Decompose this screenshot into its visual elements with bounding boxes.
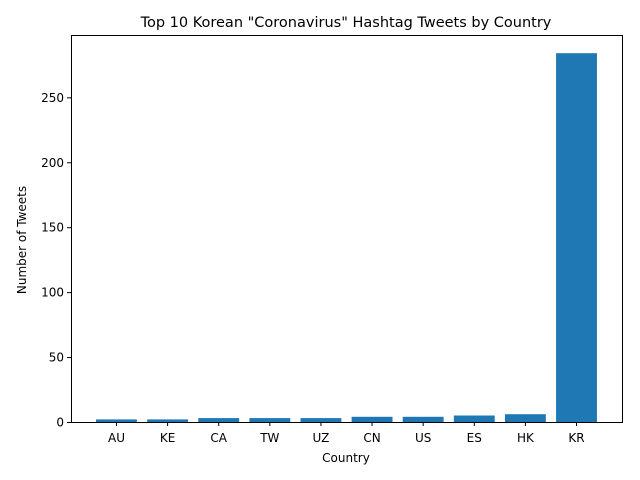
bars: [96, 53, 597, 422]
x-tick-label: TW: [259, 431, 279, 445]
bar-es: [453, 415, 495, 422]
y-axis-label: Number of Tweets: [15, 186, 29, 294]
bar-us: [402, 416, 444, 422]
bar-au: [96, 419, 137, 422]
y-tick-label: 150: [41, 221, 64, 235]
y-tick-label: 0: [56, 416, 64, 430]
x-tick-label: US: [415, 431, 431, 445]
x-tick-label: ES: [467, 431, 482, 445]
bar-uz: [300, 418, 342, 422]
bar-kr: [556, 53, 597, 422]
x-axis-label: Country: [322, 451, 370, 465]
bar-ca: [198, 418, 240, 422]
y-tick-label: 250: [41, 91, 64, 105]
x-tick-label: HK: [517, 431, 535, 445]
bar-hk: [504, 414, 546, 422]
x-tick-label: KR: [568, 431, 584, 445]
y-tick-label: 200: [41, 156, 64, 170]
y-axis-ticks: 0 50 100 150 200 250: [41, 91, 71, 430]
bar-ke: [147, 419, 189, 422]
x-tick-label: CN: [363, 431, 380, 445]
bar-tw: [249, 418, 291, 422]
y-tick-label: 100: [41, 286, 64, 300]
x-tick-label: KE: [160, 431, 175, 445]
chart-title: Top 10 Korean "Coronavirus" Hashtag Twee…: [140, 15, 552, 31]
y-tick-label: 50: [49, 351, 64, 365]
plot-frame: [71, 35, 623, 423]
x-tick-label: UZ: [313, 431, 330, 445]
x-tick-label: CA: [210, 431, 227, 445]
x-axis-ticks: AU KE CA TW UZ CN US ES HK KR: [108, 422, 585, 445]
x-tick-label: AU: [108, 431, 125, 445]
bar-cn: [351, 416, 393, 422]
